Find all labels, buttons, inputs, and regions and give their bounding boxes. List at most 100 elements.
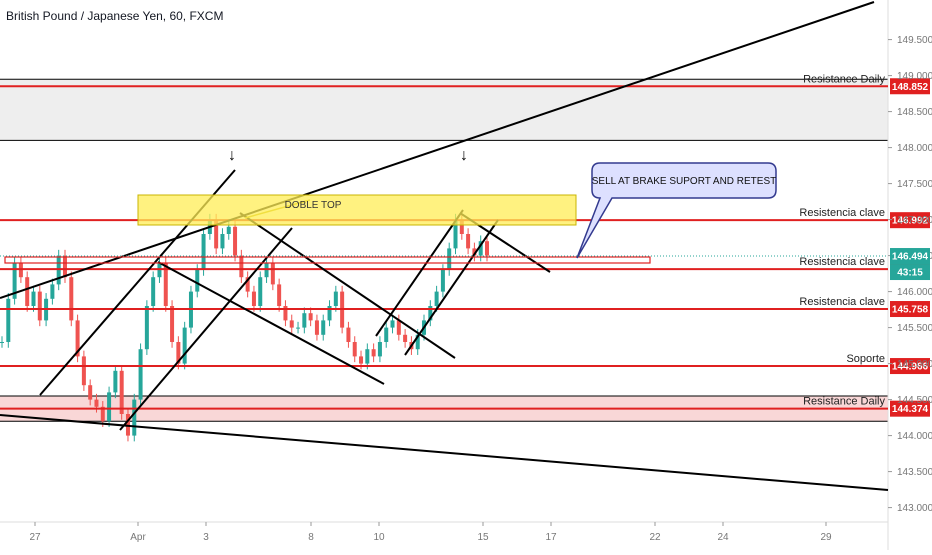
level-price-badge xyxy=(890,78,930,95)
candle-body xyxy=(434,291,439,306)
y-tick-label: 145.500 xyxy=(897,323,932,334)
candle-body xyxy=(390,320,395,328)
candle-body xyxy=(352,342,357,357)
candle-body xyxy=(377,342,382,357)
candle-body xyxy=(289,320,294,328)
level-label: Resistance Daily xyxy=(803,73,885,85)
x-axis: 27 Apr 3 8 10 15 17 22 24 29 xyxy=(29,522,832,543)
candle-body xyxy=(119,370,124,414)
candle-body xyxy=(403,334,408,342)
candle-body xyxy=(277,284,282,306)
y-tick-label: 146.000 xyxy=(897,287,932,298)
candle-body xyxy=(176,342,181,364)
level-label: Resistance Daily xyxy=(803,396,885,408)
candle-body xyxy=(144,306,149,350)
doble-top-box xyxy=(137,194,577,226)
level-label: Soporte xyxy=(846,353,885,365)
y-tick-label: 143.500 xyxy=(897,467,932,478)
countdown-badge-text: 43:15 xyxy=(897,268,923,279)
level-price-badge xyxy=(890,212,930,229)
y-tick-label: 144.000 xyxy=(897,431,932,442)
level-price-badge-text: 146.992 xyxy=(892,216,929,227)
level-label: Resistencia clave xyxy=(799,207,885,219)
candle-body xyxy=(283,306,288,321)
candle-body xyxy=(138,349,143,400)
candle-body xyxy=(447,248,452,270)
candle-body xyxy=(81,356,86,386)
candle-body xyxy=(239,255,244,278)
x-tick-label: 24 xyxy=(717,532,729,543)
level-label: Resistencia clave xyxy=(799,256,885,268)
candle-body xyxy=(31,291,36,306)
candle-body xyxy=(466,234,471,249)
y-tick-label: 148.000 xyxy=(897,143,932,154)
candle-body xyxy=(384,327,389,342)
y-tick-label: 149.000 xyxy=(897,71,932,82)
down-arrow-icon: ↓ xyxy=(460,147,468,164)
candle-body xyxy=(245,277,250,292)
trendline-long-lower xyxy=(0,414,889,491)
channel-up-1-upper xyxy=(119,227,293,431)
candle-body xyxy=(69,277,74,321)
candle-body xyxy=(132,399,137,436)
candle-body xyxy=(459,219,464,234)
x-tick-label: 8 xyxy=(308,532,314,543)
current-price-badge-text: 146.494 xyxy=(892,252,929,263)
y-tick-label: 148.500 xyxy=(897,107,932,118)
y-tick-label: 144.500 xyxy=(897,395,932,406)
chart-title: British Pound / Japanese Yen, 60, FXCM xyxy=(6,9,223,23)
current-price-layer: 146.494 43:15 xyxy=(0,248,930,281)
level-price-badge xyxy=(890,358,930,375)
y-tick-label: 149.500 xyxy=(897,35,932,46)
candle-body xyxy=(258,277,263,306)
candle-body xyxy=(472,248,477,256)
candle-body xyxy=(214,219,219,249)
candle-body xyxy=(182,327,187,364)
level-price-badge-text: 144.966 xyxy=(892,362,929,373)
candle-body xyxy=(321,320,326,335)
trendline-long-upper xyxy=(0,1,875,299)
level-label: Resistencia clave xyxy=(799,296,885,308)
x-tick-label: 3 xyxy=(203,532,209,543)
candle-body xyxy=(201,234,206,270)
callout-bubble xyxy=(576,162,777,259)
candle-body xyxy=(270,262,275,285)
doble-top-label: DOBLE TOP xyxy=(285,200,342,211)
candles-layer xyxy=(0,213,489,442)
candle-body xyxy=(296,327,301,329)
callout-text: SELL AT BRAKE SUPORT AND RETEST xyxy=(592,176,777,187)
candle-body xyxy=(25,277,30,306)
candle-body xyxy=(371,349,376,357)
level-price-badge-text: 145.758 xyxy=(892,305,929,316)
candle-body xyxy=(440,270,445,292)
current-price-badge xyxy=(890,248,930,265)
x-tick-label: 29 xyxy=(820,532,832,543)
candle-body xyxy=(428,306,433,321)
drawings-layer xyxy=(0,1,889,491)
candle-body xyxy=(163,262,168,306)
zone-0 xyxy=(0,79,888,141)
candle-body xyxy=(0,342,4,343)
candle-body xyxy=(415,334,420,350)
candle-body xyxy=(314,320,319,335)
candle-body xyxy=(107,392,112,422)
level-price-badge-text: 148.852 xyxy=(892,82,929,93)
candle-body xyxy=(88,385,93,400)
candle-body xyxy=(50,284,55,299)
candle-body xyxy=(333,291,338,306)
candle-body xyxy=(100,406,105,422)
level-price-badge xyxy=(890,301,930,318)
candle-body xyxy=(233,226,238,256)
candle-body xyxy=(478,241,483,256)
x-tick-label: Apr xyxy=(130,532,146,543)
candle-body xyxy=(485,241,489,256)
candle-body xyxy=(365,349,370,364)
candle-body xyxy=(195,270,200,292)
zones-layer xyxy=(0,78,888,422)
channel-up-2-upper xyxy=(375,209,464,337)
y-tick-label: 147.500 xyxy=(897,179,932,190)
resistance-rectangle xyxy=(4,256,651,264)
x-tick-label: 27 xyxy=(29,532,41,543)
candle-body xyxy=(308,313,313,321)
